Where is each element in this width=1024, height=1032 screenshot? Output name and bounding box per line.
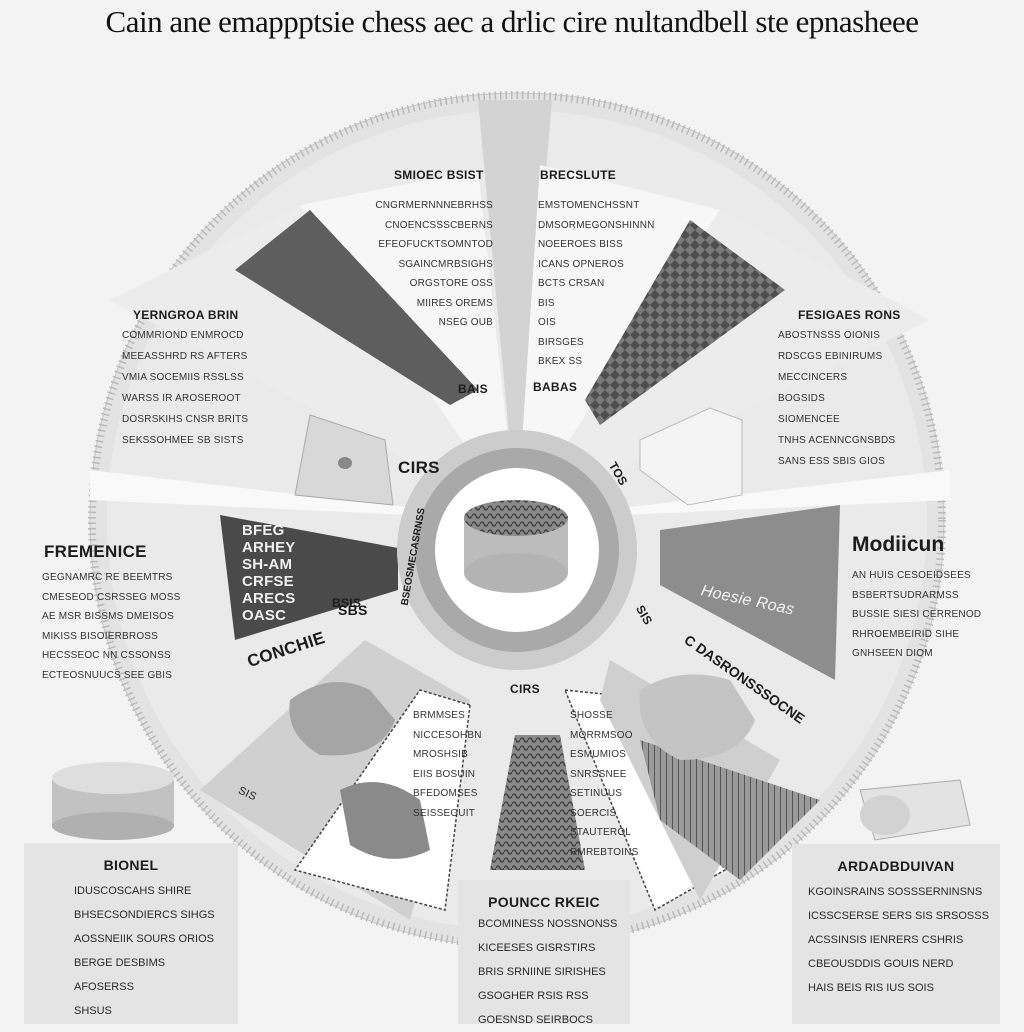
panel-bottom-center <box>490 735 585 870</box>
swiss-cheese-wedge-icon <box>294 414 394 506</box>
aged-cheese-chunk-icon <box>639 674 755 760</box>
sector-top-left-dark <box>235 210 478 405</box>
leafy-garnish-icon <box>340 782 430 859</box>
segment-right-text: AN HUIS CESOEIDSEES BSBERTSUDRARMSS BUSSIE… <box>852 570 982 659</box>
receipt-left-text: BRMMSES NICCESOHBN MROSHSIB EIIS BOSUIN BFED… <box>413 710 482 819</box>
info-box-left: BIONEL IDUSCOSCAHS SHIRE BHSECSONDIERCS S… <box>24 843 238 1024</box>
chalkboard-text: BFEG ARHEY SH-AM CRFSE ARECS OASC <box>242 522 296 624</box>
segment-top-left-label: SMIOEC BSIST <box>394 168 484 182</box>
info-box-center: POUNCC RKEIC BCOMINESS NOSSNONSS KICEESES… <box>458 880 630 1026</box>
segment-upper-right-label: FESIGAES RONS <box>798 308 901 322</box>
segment-left-label: FREMENICE <box>44 542 147 561</box>
info-box-right-title: ARDADBDUIVAN <box>837 858 955 874</box>
segment-right-label: Modiicun <box>852 533 945 556</box>
outer-ring-ticks <box>88 91 946 949</box>
hard-cheese-block-icon <box>639 407 743 506</box>
info-box-center-title: POUNCC RKEIC <box>488 894 600 910</box>
segment-upper-left-text: COMMRIOND ENMROCD MEEASSHRD RS AFTERS VMIA… <box>122 330 249 446</box>
wedge-upper-right <box>517 210 930 520</box>
info-box-right: ARDADBDUIVAN KGOINSRAINS SOSSSERNINSNS IC… <box>792 844 1000 1024</box>
segment-top-right-text: EMSTOMENCHSSNT DMSORMEGONSHINNN NOEEROES B… <box>538 200 655 367</box>
wedge-upper-left <box>110 205 517 520</box>
center-cheese-wheel-icon <box>464 500 568 593</box>
crumbled-cheese-icon <box>289 682 395 756</box>
page-title: Cain ane emappptsie chess aec a drlic ci… <box>105 4 919 39</box>
segment-bottom-left-tag: BSIS <box>332 596 362 610</box>
segment-bottom-center-tag: CIRS <box>510 682 540 696</box>
cheese-round-icon <box>52 762 174 840</box>
segment-upper-left-tag: CIRS <box>398 458 440 477</box>
spoke-top <box>478 100 552 520</box>
segment-left-text: GEGNAMRC RE BEEMTRS CMESEOD CSRSSEG MOSS A… <box>42 572 181 681</box>
panel-bottom-right-lines <box>640 740 820 880</box>
receipt-right-text: SHOSSE MORRMSOO ESMUMIOS SNRSSNEE SETINUUS SO… <box>570 710 639 858</box>
segment-top-right-label: BRECSLUTE <box>540 168 617 182</box>
segment-top-left-tag: BAIS <box>458 382 488 396</box>
cheese-slices-icon <box>859 779 971 841</box>
segment-upper-right-text: ABOSTNSSS OIONIS RDSCGS EBINIRUMS MECCINCE… <box>778 330 896 467</box>
segment-upper-left-label: YERNGROA BRIN <box>133 308 239 322</box>
sector-top-right-dark <box>585 220 785 425</box>
wedge-top-right <box>517 165 720 520</box>
ring-label-bottom-small: SBS <box>338 602 368 618</box>
sector-left-chalk <box>220 515 398 640</box>
segment-top-right-tag: BABAS <box>533 380 578 394</box>
segment-top-left-text: CNGRMERNNNEBRHSS CNOENCSSSCBERNS EFEOFUCKT… <box>375 200 493 328</box>
info-box-left-title: BIONEL <box>103 857 159 873</box>
sector-right-dark <box>660 505 840 680</box>
